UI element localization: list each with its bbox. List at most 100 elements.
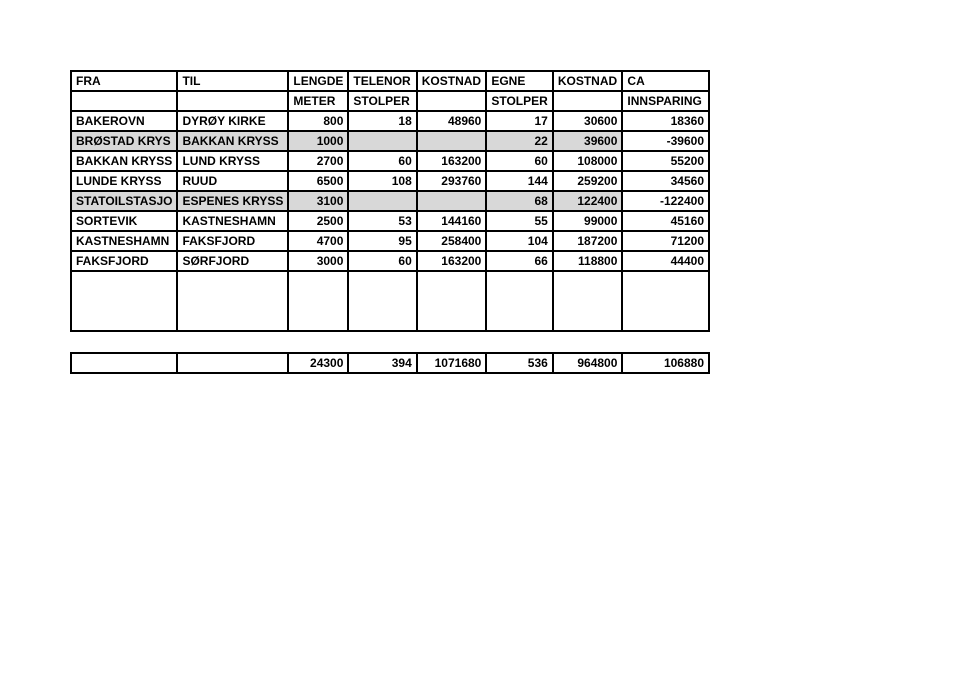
- data-cell: 258400: [417, 231, 487, 251]
- blank-cell: [486, 271, 552, 291]
- totals-cell: 24300: [288, 353, 348, 373]
- data-cell: 71200: [622, 231, 709, 251]
- data-cell: 3000: [288, 251, 348, 271]
- header-cell: INNSPARING: [622, 91, 709, 111]
- totals-row: 243003941071680536964800106880: [71, 353, 709, 373]
- header-cell: METER: [288, 91, 348, 111]
- blank-cell: [622, 271, 709, 291]
- data-cell: 30600: [553, 111, 623, 131]
- data-cell: 99000: [553, 211, 623, 231]
- header-cell: EGNE: [486, 71, 552, 91]
- data-cell: 55200: [622, 151, 709, 171]
- header-cell: [417, 91, 487, 111]
- header-row-2: METERSTOLPERSTOLPERINNSPARING: [71, 91, 709, 111]
- blank-cell: [417, 311, 487, 331]
- header-cell: TIL: [177, 71, 288, 91]
- data-cell: 187200: [553, 231, 623, 251]
- blank-cell: [288, 311, 348, 331]
- blank-cell: [622, 311, 709, 331]
- totals-cell: 106880: [622, 353, 709, 373]
- data-cell: 53: [348, 211, 416, 231]
- data-cell: 44400: [622, 251, 709, 271]
- data-cell: 39600: [553, 131, 623, 151]
- header-cell: CA: [622, 71, 709, 91]
- data-cell: BAKKAN KRYSS: [71, 151, 177, 171]
- data-cell: FAKSFJORD: [71, 251, 177, 271]
- blank-cell: [71, 291, 177, 311]
- totals-cell: 394: [348, 353, 416, 373]
- blank-cell: [348, 311, 416, 331]
- data-row: BRØSTAD KRYSBAKKAN KRYSS10002239600-3960…: [71, 131, 709, 151]
- data-cell: 66: [486, 251, 552, 271]
- data-cell: 118800: [553, 251, 623, 271]
- blank-cell: [417, 291, 487, 311]
- data-cell: 18: [348, 111, 416, 131]
- cost-table: FRATILLENGDETELENORKOSTNADEGNEKOSTNADCAM…: [70, 70, 710, 374]
- data-cell: 144: [486, 171, 552, 191]
- data-cell: RUUD: [177, 171, 288, 191]
- data-cell: SORTEVIK: [71, 211, 177, 231]
- data-cell: 60: [486, 151, 552, 171]
- header-cell: STOLPER: [486, 91, 552, 111]
- blank-cell: [71, 311, 177, 331]
- data-cell: KASTNESHAMN: [177, 211, 288, 231]
- data-cell: ESPENES KRYSS: [177, 191, 288, 211]
- data-cell: 17: [486, 111, 552, 131]
- totals-cell: 964800: [553, 353, 623, 373]
- blank-cell: [553, 271, 623, 291]
- data-cell: DYRØY KIRKE: [177, 111, 288, 131]
- data-cell: BAKKAN KRYSS: [177, 131, 288, 151]
- data-cell: 48960: [417, 111, 487, 131]
- blank-cell: [71, 271, 177, 291]
- blank-row: [71, 271, 709, 291]
- data-cell: [348, 131, 416, 151]
- data-row: BAKEROVNDYRØY KIRKE800184896017306001836…: [71, 111, 709, 131]
- header-cell: LENGDE: [288, 71, 348, 91]
- header-row-1: FRATILLENGDETELENORKOSTNADEGNEKOSTNADCA: [71, 71, 709, 91]
- data-row: FAKSFJORDSØRFJORD30006016320066118800444…: [71, 251, 709, 271]
- data-row: LUNDE KRYSSRUUD6500108293760144259200345…: [71, 171, 709, 191]
- data-cell: -122400: [622, 191, 709, 211]
- data-cell: 2700: [288, 151, 348, 171]
- data-cell: BAKEROVN: [71, 111, 177, 131]
- blank-row: [71, 291, 709, 311]
- blank-cell: [288, 271, 348, 291]
- data-cell: -39600: [622, 131, 709, 151]
- data-cell: 2500: [288, 211, 348, 231]
- blank-cell: [553, 311, 623, 331]
- data-cell: LUND KRYSS: [177, 151, 288, 171]
- data-cell: LUNDE KRYSS: [71, 171, 177, 191]
- blank-cell: [553, 291, 623, 311]
- data-row: BAKKAN KRYSSLUND KRYSS270060163200601080…: [71, 151, 709, 171]
- data-cell: [417, 131, 487, 151]
- header-cell: FRA: [71, 71, 177, 91]
- header-cell: STOLPER: [348, 91, 416, 111]
- data-cell: BRØSTAD KRYS: [71, 131, 177, 151]
- blank-cell: [417, 271, 487, 291]
- header-cell: [553, 91, 623, 111]
- data-cell: 108000: [553, 151, 623, 171]
- blank-cell: [288, 291, 348, 311]
- data-cell: 55: [486, 211, 552, 231]
- data-cell: 34560: [622, 171, 709, 191]
- data-cell: 95: [348, 231, 416, 251]
- data-cell: 45160: [622, 211, 709, 231]
- blank-cell: [177, 311, 288, 331]
- data-cell: 60: [348, 151, 416, 171]
- header-cell: TELENOR: [348, 71, 416, 91]
- data-row: SORTEVIKKASTNESHAMN250053144160559900045…: [71, 211, 709, 231]
- data-cell: 60: [348, 251, 416, 271]
- data-cell: KASTNESHAMN: [71, 231, 177, 251]
- data-cell: 122400: [553, 191, 623, 211]
- blank-cell: [177, 271, 288, 291]
- page: FRATILLENGDETELENORKOSTNADEGNEKOSTNADCAM…: [0, 0, 960, 374]
- data-cell: 163200: [417, 251, 487, 271]
- blank-row: [71, 311, 709, 331]
- totals-cell: 1071680: [417, 353, 487, 373]
- data-cell: 800: [288, 111, 348, 131]
- data-cell: FAKSFJORD: [177, 231, 288, 251]
- data-cell: 104: [486, 231, 552, 251]
- data-cell: [348, 191, 416, 211]
- header-cell: [177, 91, 288, 111]
- data-cell: 3100: [288, 191, 348, 211]
